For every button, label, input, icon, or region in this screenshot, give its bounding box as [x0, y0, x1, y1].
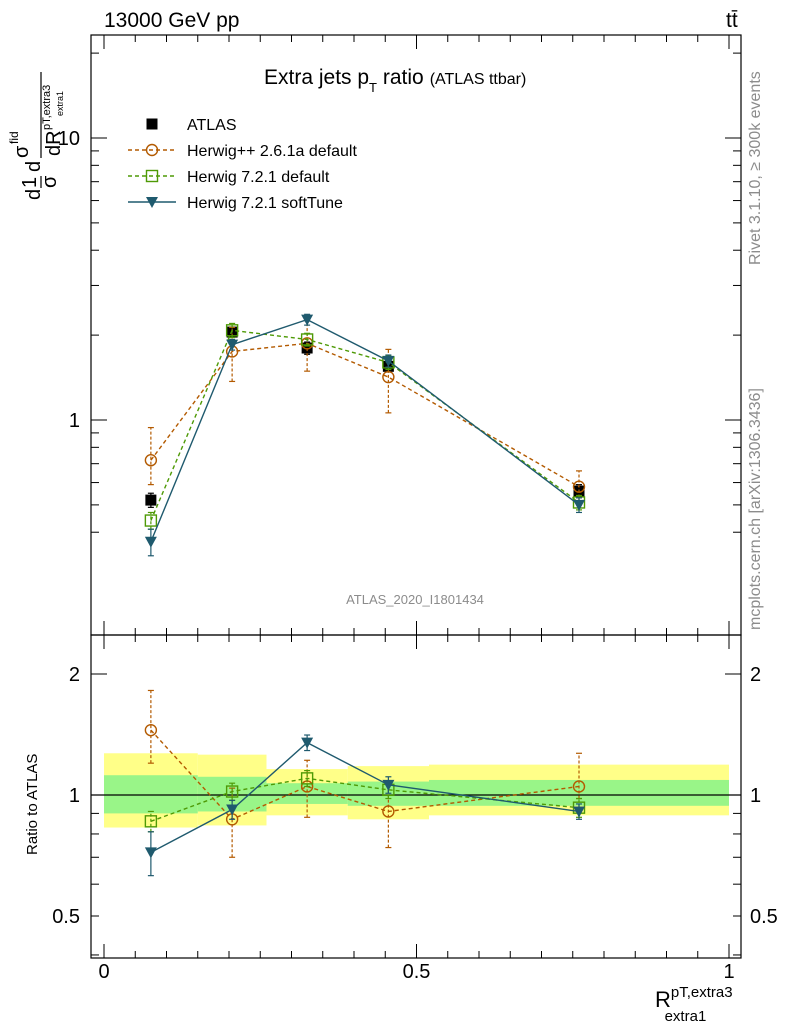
mcplots-label: mcplots.cern.ch [arXiv:1306.3436]	[747, 388, 764, 630]
y-tick-label: 0.5	[52, 906, 80, 928]
series-0	[145, 326, 585, 508]
y-tick-label-right: 0.5	[750, 906, 778, 928]
svg-text:d: d	[23, 189, 45, 200]
ratio-frame	[90, 634, 742, 959]
y-tick-label: 1	[69, 785, 80, 807]
data-point	[144, 514, 158, 527]
series-line	[150, 342, 580, 488]
svg-text:pT,extra3: pT,extra3	[41, 85, 53, 130]
ratio-plot-area	[144, 689, 586, 877]
ratio-y-axis-label: Ratio to ATLAS	[24, 754, 41, 855]
main-plot-area	[144, 313, 586, 557]
legend-marker	[145, 143, 159, 157]
legend-marker	[146, 197, 158, 208]
analysis-tag: ATLAS_2020_I1801434	[346, 592, 484, 607]
svg-text:σ: σ	[11, 145, 33, 158]
band-green	[104, 775, 198, 814]
data-point	[226, 339, 239, 351]
svg-text:Herwig++ 2.6.1a default: Herwig++ 2.6.1a default	[187, 143, 357, 160]
svg-text:dR: dR	[43, 130, 65, 156]
ratio-point	[226, 804, 239, 816]
y-tick-label: 1	[69, 410, 80, 432]
svg-text:extra1: extra1	[55, 91, 65, 116]
svg-text:Herwig 7.2.1 softTune: Herwig 7.2.1 softTune	[187, 195, 343, 212]
ratio-series-2	[144, 734, 585, 877]
series-2	[144, 322, 586, 530]
energy-label: 13000 GeV pp	[104, 9, 239, 32]
main-panel: 1 10 Extra jets pT ratio (ATLAS ttbar) ATL…	[7, 34, 742, 636]
data-point	[300, 333, 314, 346]
ratio-point	[144, 815, 158, 828]
y-tick-label: 2	[69, 664, 80, 686]
ratio-line	[150, 729, 580, 821]
y-tick-label: 10	[58, 128, 80, 150]
ratio-panel: 0.5 0.5 1 1 2 2 0 0.5 1 Ratio to ATLAS RpT,extra…	[24, 634, 778, 1024]
main-title: Extra jets pT ratio (ATLAS ttbar)	[264, 66, 526, 95]
data-point	[382, 355, 395, 367]
legend-item-herwigpp: Herwig++ 2.6.1a default	[128, 143, 357, 160]
band-green	[266, 783, 348, 804]
ratio-point	[382, 805, 395, 818]
ratio-point	[144, 847, 157, 859]
ratio-point	[382, 779, 395, 791]
main-axis-ticks: 1 10	[58, 35, 741, 635]
ratio-point	[225, 785, 239, 798]
legend-marker	[145, 169, 159, 183]
data-point	[225, 324, 239, 337]
ratio-line	[150, 777, 580, 822]
series-line	[150, 318, 580, 543]
rivet-label: Rivet 3.1.10, ≥ 300k events	[747, 71, 764, 265]
data-point	[573, 499, 585, 511]
legend-item-herwig7-softtune: Herwig 7.2.1 softTune	[128, 195, 343, 212]
legend-item-herwig7-default: Herwig 7.2.1 default	[128, 169, 330, 186]
ratio-axis-ticks: 0.5 0.5 1 1 2 2 0 0.5 1	[52, 635, 778, 983]
y-tick-label-right: 2	[750, 664, 761, 686]
x-axis-label: RpT,extra3 extra1	[655, 984, 733, 1024]
series-1	[144, 320, 586, 504]
process-label: tt̄	[726, 9, 738, 32]
x-tick-label: 0	[98, 961, 109, 983]
data-point	[144, 454, 158, 467]
ratio-point	[300, 772, 314, 785]
series-3	[144, 313, 585, 557]
series-line	[150, 329, 580, 521]
y-tick-label-right: 1	[750, 785, 761, 807]
legend: ATLAS Herwig++ 2.6.1a default Herwig 7.2…	[128, 117, 357, 212]
ratio-point	[573, 806, 585, 818]
data-point	[382, 370, 395, 384]
svg-text:Herwig 7.2.1 default: Herwig 7.2.1 default	[187, 169, 330, 186]
data-point	[572, 480, 586, 493]
data-point	[301, 342, 313, 354]
x-tick-label: 1	[723, 961, 734, 983]
svg-text:1: 1	[19, 177, 41, 188]
ratio-series-0	[144, 689, 586, 858]
legend-item-atlas: ATLAS	[146, 117, 237, 134]
data-point	[144, 536, 157, 548]
svg-text:σ: σ	[39, 175, 61, 188]
svg-text:fid: fid	[7, 131, 21, 144]
x-tick-label: 0.5	[403, 961, 431, 983]
ratio-point	[301, 737, 314, 749]
ratio-point	[144, 723, 158, 737]
ratio-point	[572, 780, 586, 793]
svg-text:ATLAS: ATLAS	[187, 117, 237, 134]
main-y-axis-label: d 1 σ d σ fid dR pT,extra3 extra1	[7, 72, 65, 200]
data-point	[301, 314, 314, 326]
data-point	[145, 494, 157, 506]
legend-marker	[146, 118, 158, 130]
ratio-uncertainty-bands	[104, 753, 729, 828]
svg-text:d: d	[23, 161, 45, 172]
